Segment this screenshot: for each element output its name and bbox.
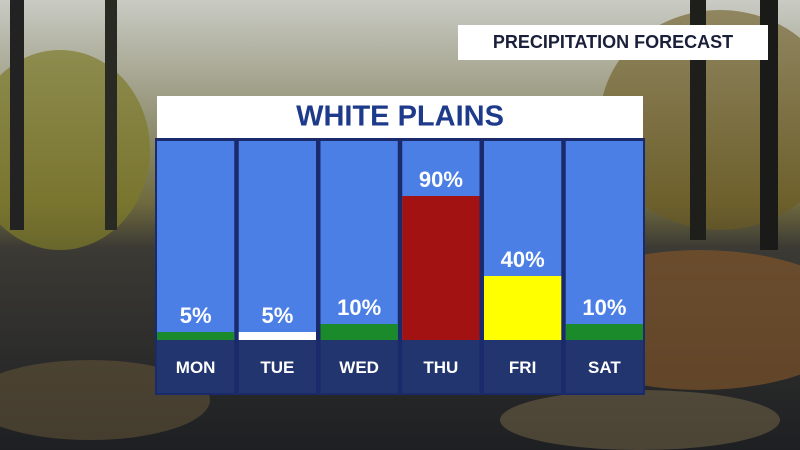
value-label: 10% [337,295,381,320]
bar [565,324,643,340]
x-tick-label: SAT [588,358,621,377]
label-band [157,340,235,393]
column-bg [157,141,235,340]
panel-frame [155,138,645,395]
column-bg [238,141,316,340]
label-band [484,340,562,393]
column-bg [320,141,398,340]
value-label: 90% [419,167,463,192]
value-label: 10% [582,295,626,320]
column-bg [565,141,643,340]
value-label: 5% [180,303,212,328]
bar [157,332,235,340]
header-box [458,25,768,60]
label-band [320,340,398,393]
bar [402,196,480,340]
header-title: PRECIPITATION FORECAST [493,32,733,52]
label-band [238,340,316,393]
chart-title: WHITE PLAINS [296,101,504,133]
bar [320,324,398,340]
x-tick-label: FRI [509,358,536,377]
x-tick-label: WED [339,358,379,377]
x-tick-label: MON [176,358,216,377]
value-label: 5% [261,303,293,328]
bar [238,332,316,340]
label-band [402,340,480,393]
label-band [565,340,643,393]
title-box [157,96,643,138]
x-tick-label: TUE [260,358,294,377]
x-tick-label: THU [423,358,458,377]
bar [484,276,562,340]
value-label: 40% [501,247,545,272]
